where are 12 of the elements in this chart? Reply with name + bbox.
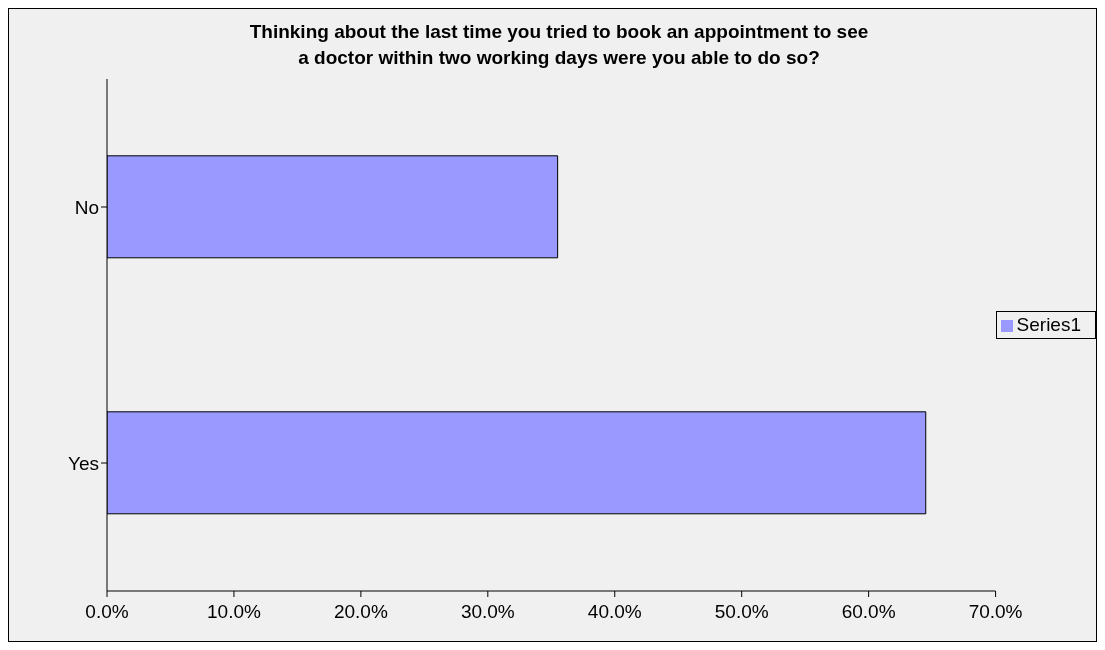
y-tick-label: Yes — [68, 452, 99, 474]
legend-label: Series1 — [1016, 314, 1081, 335]
x-tick-label: 70.0% — [968, 601, 1023, 623]
x-tick-label: 50.0% — [714, 601, 769, 623]
y-tick-label: No — [74, 196, 99, 218]
x-tick-label: 60.0% — [841, 601, 896, 623]
x-tick-label: 40.0% — [587, 601, 642, 623]
x-tick-label: 20.0% — [333, 601, 388, 623]
chart-title: Thinking about the last time you tried to book an appointment to see a doctor within two working days were you able to do so? — [249, 20, 869, 70]
x-tick-label: 0.0% — [85, 601, 129, 623]
x-tick-label: 10.0% — [207, 601, 261, 623]
x-tick-label: 30.0% — [460, 601, 515, 623]
